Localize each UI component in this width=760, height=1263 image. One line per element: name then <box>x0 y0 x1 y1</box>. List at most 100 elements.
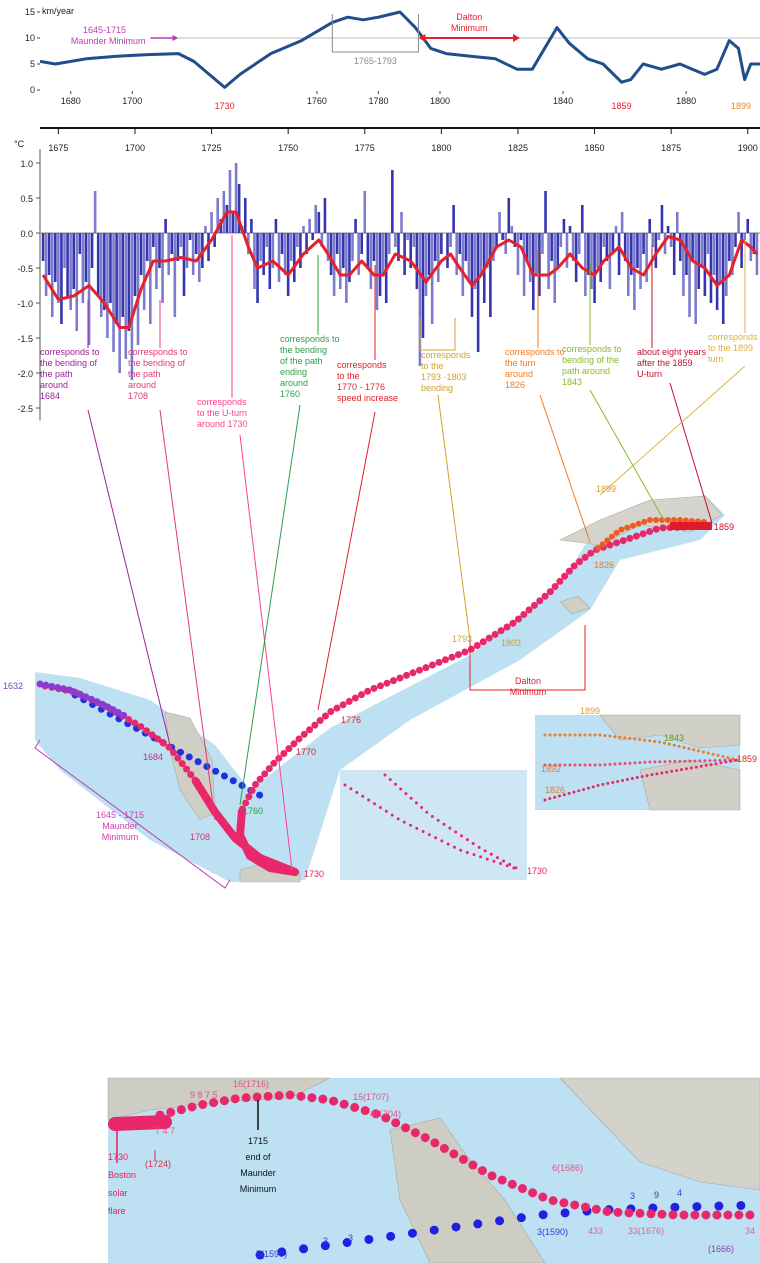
bar <box>57 233 60 303</box>
bar <box>639 233 642 289</box>
bar <box>48 233 51 275</box>
bar <box>599 233 602 282</box>
bar <box>566 233 569 268</box>
annotation-text: bending of the <box>562 355 619 365</box>
map-label: 1632 <box>3 681 23 691</box>
map-note: Dalton <box>515 676 541 686</box>
bar <box>523 233 526 296</box>
bar <box>161 233 164 303</box>
bar <box>587 233 590 275</box>
map-note: Minimum <box>240 1184 277 1194</box>
bar <box>707 233 710 254</box>
bar <box>195 233 198 254</box>
map-label: 1892 <box>541 764 561 774</box>
bar <box>118 233 121 373</box>
bar <box>143 233 146 310</box>
y-tick-label: 0.0 <box>20 229 33 239</box>
bar <box>91 233 94 268</box>
bar <box>728 233 731 261</box>
bar <box>661 205 664 233</box>
map-label: 4(1704) <box>370 1109 401 1119</box>
bar <box>422 233 425 338</box>
bar <box>174 233 177 317</box>
bar <box>210 212 213 233</box>
map-label: 33(1676) <box>628 1226 664 1236</box>
bar <box>82 233 85 303</box>
map-note: 1730 <box>108 1152 128 1162</box>
bar <box>651 233 654 247</box>
bar <box>235 163 238 233</box>
map-label: 1708 <box>190 832 210 842</box>
bar <box>167 233 170 275</box>
map-label: 1843 <box>664 733 684 743</box>
bar <box>290 233 293 261</box>
annotation-text: corresponds to <box>280 334 340 344</box>
map-label: 3 <box>348 1233 353 1243</box>
bar <box>124 233 127 359</box>
map-label: 7 4 7 <box>155 1126 175 1136</box>
x-tick-label: 1725 <box>202 143 222 153</box>
annotation-text: corresponds to <box>562 344 622 354</box>
bar <box>446 233 449 268</box>
bar <box>134 233 137 296</box>
bar <box>262 233 265 275</box>
map-label: 15(1707) <box>353 1092 389 1102</box>
bar <box>137 233 140 345</box>
x-tick-label: 1825 <box>508 143 528 153</box>
map-label: 1859 <box>737 754 757 764</box>
bar <box>462 233 465 296</box>
bar <box>535 233 538 275</box>
bar <box>578 233 581 254</box>
bar <box>281 233 284 254</box>
bar <box>75 233 78 331</box>
bar <box>278 233 281 282</box>
y-tick-label: -0.5 <box>17 264 33 274</box>
bar <box>330 233 333 275</box>
x-tick-label: 1700 <box>122 96 142 106</box>
y-tick-label: -1.0 <box>17 299 33 309</box>
track <box>115 1122 165 1124</box>
annotation-text: the turn <box>505 358 536 368</box>
bar <box>367 233 370 268</box>
bar <box>688 233 691 317</box>
bar <box>109 233 112 303</box>
x-tick-label: 1800 <box>431 143 451 153</box>
map-label: 1776 <box>341 715 361 725</box>
map-note: 1715 <box>248 1136 268 1146</box>
bar <box>299 233 302 268</box>
map-note: Maunder <box>240 1168 276 1178</box>
bar <box>189 233 192 240</box>
y-tick-label: -1.5 <box>17 334 33 344</box>
map-label: 3 <box>630 1191 635 1201</box>
bar <box>713 233 716 275</box>
annotation-text: corresponds to <box>40 347 100 357</box>
y-tick-label: 15 <box>25 7 35 17</box>
map-label: 34 <box>745 1226 755 1236</box>
map-label: (1666) <box>708 1244 734 1254</box>
bar <box>66 233 69 296</box>
bar <box>69 233 72 310</box>
bar <box>284 233 287 275</box>
bar <box>186 233 189 268</box>
map-note: Minimum <box>510 687 547 697</box>
annotation-text: of the path <box>280 356 323 366</box>
bar <box>563 219 566 233</box>
y-axis-label: km/year <box>42 6 74 16</box>
annotation-text: ending <box>280 367 307 377</box>
annotation-text: around <box>280 378 308 388</box>
bar <box>621 212 624 233</box>
map-label: 1760 <box>243 806 263 816</box>
annotation-text: around <box>40 380 68 390</box>
bar <box>97 233 100 296</box>
map-label: 433 <box>588 1226 603 1236</box>
bar <box>158 233 161 268</box>
bar <box>311 233 314 240</box>
bar <box>452 205 455 233</box>
bar <box>226 205 229 233</box>
bar <box>406 233 409 240</box>
bar <box>541 233 544 254</box>
bar <box>324 198 327 233</box>
bar <box>645 233 648 282</box>
bar <box>85 233 88 282</box>
bar <box>244 198 247 233</box>
